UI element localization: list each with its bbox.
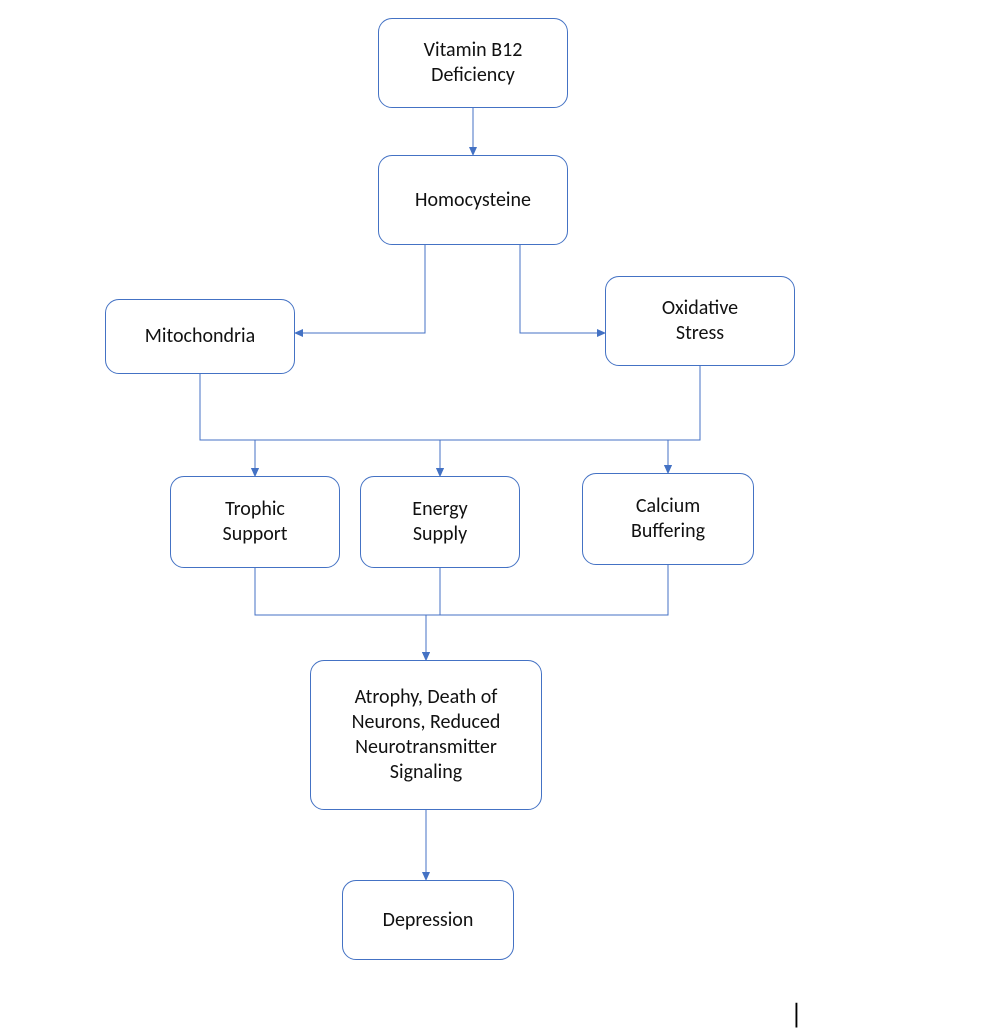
edge-mitochondria-to-energy xyxy=(200,374,440,476)
node-label: Vitamin B12 Deficiency xyxy=(424,38,523,88)
node-label: Depression xyxy=(383,908,474,933)
node-label: Homocysteine xyxy=(415,188,531,213)
edge-mitochondria-to-trophic xyxy=(200,374,255,476)
edge-oxidative-to-trophic xyxy=(255,366,700,476)
edge-oxidative-to-energy xyxy=(440,366,700,476)
node-label: Trophic Support xyxy=(223,497,288,547)
node-calcium-buffering: Calcium Buffering xyxy=(582,473,754,565)
node-oxidative-stress: Oxidative Stress xyxy=(605,276,795,366)
text-cursor: | xyxy=(790,996,803,1031)
edge-calcium-to-atrophy xyxy=(426,565,668,660)
node-label: Calcium Buffering xyxy=(631,494,705,544)
edge-oxidative-to-calcium xyxy=(668,366,700,473)
edge-trophic-to-atrophy xyxy=(255,568,426,660)
node-energy-supply: Energy Supply xyxy=(360,476,520,568)
node-atrophy-neurons: Atrophy, Death of Neurons, Reduced Neuro… xyxy=(310,660,542,810)
edge-homocysteine-to-oxidative xyxy=(520,245,605,333)
edge-mitochondria-to-calcium xyxy=(200,374,668,473)
node-homocysteine: Homocysteine xyxy=(378,155,568,245)
node-trophic-support: Trophic Support xyxy=(170,476,340,568)
node-vitamin-b12-deficiency: Vitamin B12 Deficiency xyxy=(378,18,568,108)
node-label: Oxidative Stress xyxy=(662,296,738,346)
edge-energy-to-atrophy xyxy=(426,568,440,660)
node-label: Mitochondria xyxy=(145,324,255,349)
node-label: Atrophy, Death of Neurons, Reduced Neuro… xyxy=(352,685,501,785)
flowchart-canvas: Vitamin B12 Deficiency Homocysteine Mito… xyxy=(0,0,990,1030)
node-depression: Depression xyxy=(342,880,514,960)
edge-homocysteine-to-mitochondria xyxy=(295,245,425,333)
node-mitochondria: Mitochondria xyxy=(105,299,295,374)
node-label: Energy Supply xyxy=(412,497,467,547)
